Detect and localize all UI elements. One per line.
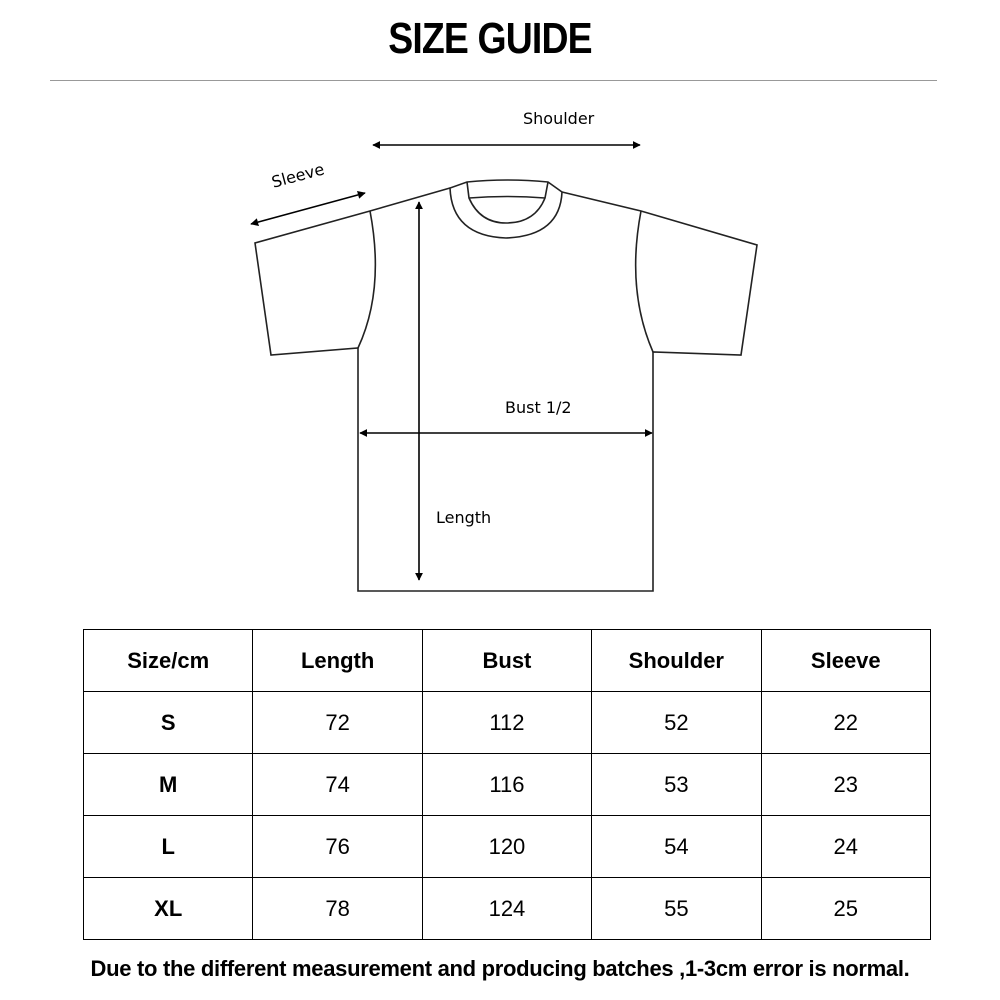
table-row: XL 78 124 55 25	[82, 877, 932, 940]
table-row: S 72 112 52 22	[82, 691, 932, 754]
table-row: L 76 120 54 24	[82, 815, 932, 878]
cell: 116	[421, 753, 593, 816]
header-cell: Sleeve	[760, 629, 932, 692]
cell: 24	[760, 815, 932, 878]
size-cell: S	[82, 691, 254, 754]
tshirt-diagram	[250, 141, 758, 592]
bust-label: Bust 1/2	[505, 398, 572, 417]
size-cell: XL	[82, 877, 254, 940]
cell: 25	[760, 877, 932, 940]
cell: 112	[421, 691, 593, 754]
cell: 53	[591, 753, 762, 816]
cell: 72	[252, 691, 423, 754]
cell: 120	[421, 815, 593, 878]
measurement-arrows	[250, 141, 653, 581]
size-cell: L	[82, 815, 254, 878]
divider	[50, 80, 937, 81]
cell: 124	[421, 877, 593, 940]
shoulder-label: Shoulder	[523, 109, 595, 128]
cell: 52	[591, 691, 762, 754]
header-cell: Shoulder	[591, 629, 762, 692]
cell: 22	[760, 691, 932, 754]
cell: 55	[591, 877, 762, 940]
cell: 76	[252, 815, 423, 878]
header-cell: Bust	[421, 629, 593, 692]
sleeve-arrow	[250, 191, 366, 226]
cell: 78	[252, 877, 423, 940]
footnote: Due to the different measurement and pro…	[90, 956, 910, 981]
length-label: Length	[436, 508, 492, 527]
page-title: SIZE GUIDE	[388, 14, 592, 63]
header-cell: Size/cm	[82, 629, 254, 692]
cell: 74	[252, 753, 423, 816]
table-row: M 74 116 53 23	[82, 753, 932, 816]
cell: 54	[591, 815, 762, 878]
table-header-row: Size/cm Length Bust Shoulder Sleeve	[82, 629, 932, 692]
cell: 23	[760, 753, 932, 816]
tshirt-outline	[254, 179, 758, 592]
header-cell: Length	[252, 629, 423, 692]
size-table: Size/cm Length Bust Shoulder Sleeve S 72…	[82, 629, 932, 940]
size-cell: M	[82, 753, 254, 816]
